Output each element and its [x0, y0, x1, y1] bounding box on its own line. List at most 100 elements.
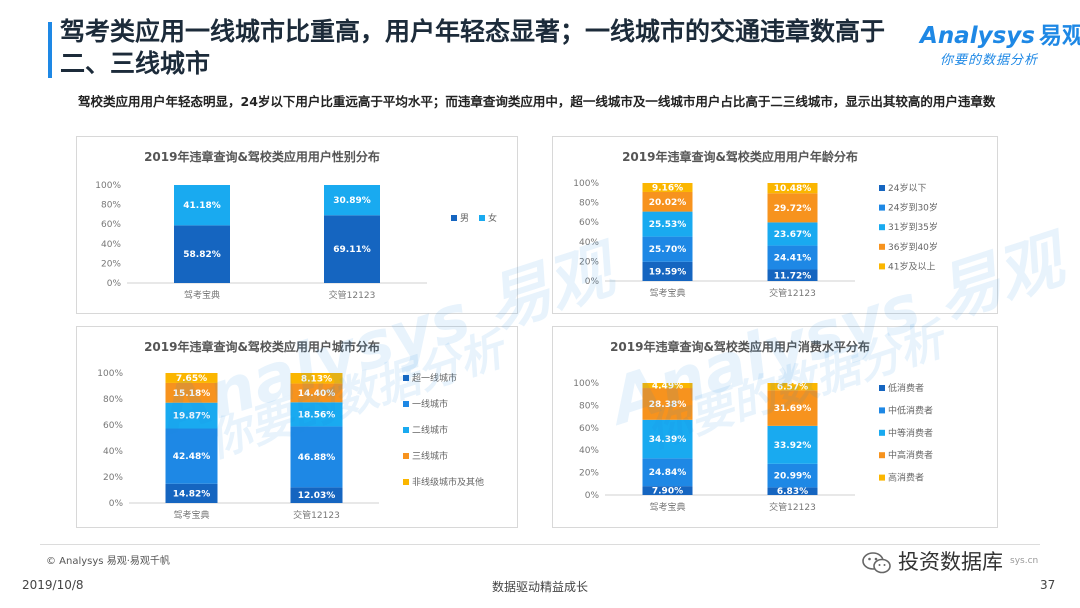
bar-segment [642, 383, 693, 389]
y-tick-label: 100% [95, 181, 121, 191]
bar-segment [165, 428, 218, 484]
data-label: 25.70% [649, 245, 687, 255]
y-tick-label: 80% [579, 401, 599, 411]
legend-swatch [879, 429, 885, 436]
data-label: 20.02% [649, 198, 687, 208]
copyright-text: © Analysys 易观·易观千帆 [46, 556, 170, 567]
data-label: 28.38% [649, 400, 687, 410]
y-tick-label: 60% [579, 424, 599, 434]
bar-segment [642, 458, 693, 487]
data-label: 4.49% [652, 382, 683, 392]
bar-segment [642, 486, 693, 495]
legend-swatch [879, 204, 885, 211]
category-label: 驾考宝典 [173, 509, 209, 521]
legend-label: 高消费者 [888, 472, 924, 484]
data-label: 31.69% [774, 404, 812, 414]
bar-segment [165, 483, 218, 503]
y-tick-label: 20% [101, 259, 121, 269]
logo-brand-initial: A [920, 23, 938, 49]
y-tick-label: 40% [579, 238, 599, 248]
source-stamp: 投资数据库 [862, 546, 1003, 576]
y-tick-label: 0% [107, 279, 122, 289]
y-tick-label: 100% [573, 179, 599, 189]
y-tick-label: 80% [101, 201, 121, 211]
category-label: 驾考宝典 [649, 501, 685, 513]
data-label: 20.99% [774, 472, 812, 482]
legend-swatch [879, 185, 885, 191]
bar-segment [767, 222, 818, 246]
legend-swatch [879, 474, 885, 481]
bar-segment [165, 373, 218, 383]
bar-segment [767, 183, 818, 194]
legend-label: 24岁以下 [888, 182, 926, 194]
legend-label: 中低消费者 [888, 404, 933, 416]
data-label: 11.72% [774, 271, 812, 281]
y-tick-label: 80% [103, 395, 123, 405]
stamp-text: 投资数据库 [898, 550, 1003, 574]
gender-chart-panel: 2019年违章查询&驾校类应用用户性别分布 0% 20% 40% 60% 80% 100% 5… [76, 136, 518, 314]
consumption-chart-panel: 2019年违章查询&驾校类应用用户消费水平分布 0% 20% 40% 60% 80% 100… [552, 326, 998, 528]
legend-swatch [403, 401, 409, 407]
bar-segment [642, 236, 693, 262]
footer-slogan: 数据驱动精益成长 [491, 580, 588, 594]
category-label: 驾考宝典 [184, 289, 220, 301]
chart-title: 2019年违章查询&驾校类应用用户性别分布 [144, 149, 380, 164]
page-number: 37 [1040, 578, 1056, 592]
data-label: 7.90% [652, 487, 683, 497]
site-text: sys.cn [1010, 556, 1039, 566]
data-label: 34.39% [649, 435, 687, 445]
y-tick-label: 40% [101, 240, 121, 250]
data-label: 9.16% [652, 183, 683, 193]
data-label: 33.92% [774, 441, 812, 451]
legend-swatch [879, 385, 885, 391]
chart-svg: 2019年违章查询&驾校类应用用户性别分布 0% 20% 40% 60% 80% 100% 5… [95, 149, 497, 301]
data-label: 58.82% [183, 250, 221, 260]
bar-segment [767, 463, 818, 488]
data-label: 23.67% [774, 230, 812, 240]
category-label: 交管12123 [769, 287, 816, 299]
bar-segment [290, 426, 343, 488]
data-label: 69.11% [333, 245, 371, 255]
data-label: 8.13% [301, 374, 332, 384]
report-date: 2019/10/8 [22, 578, 84, 592]
legend-label: 低消费者 [888, 382, 924, 394]
data-label: 24.84% [649, 468, 687, 478]
data-label: 18.56% [298, 410, 336, 420]
y-tick-label: 20% [579, 469, 599, 479]
legend-label: 男 [460, 213, 469, 224]
y-tick-label: 80% [579, 199, 599, 209]
bar-segment [324, 185, 380, 216]
data-label: 42.48% [173, 452, 211, 462]
y-tick-label: 20% [103, 473, 123, 483]
city-chart-panel: 2019年违章查询&驾校类应用用户城市分布 0% 20% 40% 60% 80% 100% 1… [76, 326, 518, 528]
legend-label: 31岁到35岁 [888, 221, 938, 233]
legend-label: 中高消费者 [888, 449, 933, 461]
y-tick-label: 100% [97, 369, 123, 379]
bar-segment [767, 487, 818, 495]
footer-divider [40, 544, 1040, 545]
bar-segment [165, 402, 218, 429]
bar-segment [174, 185, 230, 226]
legend-swatch [403, 375, 409, 381]
y-tick-label: 0% [585, 491, 600, 501]
bar-segment [290, 487, 343, 503]
logo-tagline: 你要的数据分析 [940, 53, 1039, 68]
category-label: 驾考宝典 [649, 287, 685, 299]
bar-segment [290, 373, 343, 384]
legend-swatch [879, 224, 885, 231]
logo-brand: Analysys 易观 [920, 16, 1080, 50]
legend-swatch [479, 215, 485, 221]
bar-segment [767, 245, 818, 270]
legend-label: 三线城市 [412, 450, 448, 462]
legend-swatch [403, 453, 409, 459]
legend-swatch [879, 263, 885, 270]
chart-title: 2019年违章查询&驾校类应用用户消费水平分布 [610, 339, 870, 354]
category-label: 交管12123 [329, 289, 376, 301]
legend-swatch [403, 479, 409, 485]
data-label: 6.83% [777, 487, 808, 497]
data-label: 30.89% [333, 196, 371, 206]
logo-brand-cn: 易观 [1038, 23, 1080, 49]
bar-segment [767, 269, 818, 281]
legend-label: 41岁及以上 [888, 260, 935, 272]
chart-title: 2019年违章查询&驾校类应用用户年龄分布 [622, 149, 858, 164]
